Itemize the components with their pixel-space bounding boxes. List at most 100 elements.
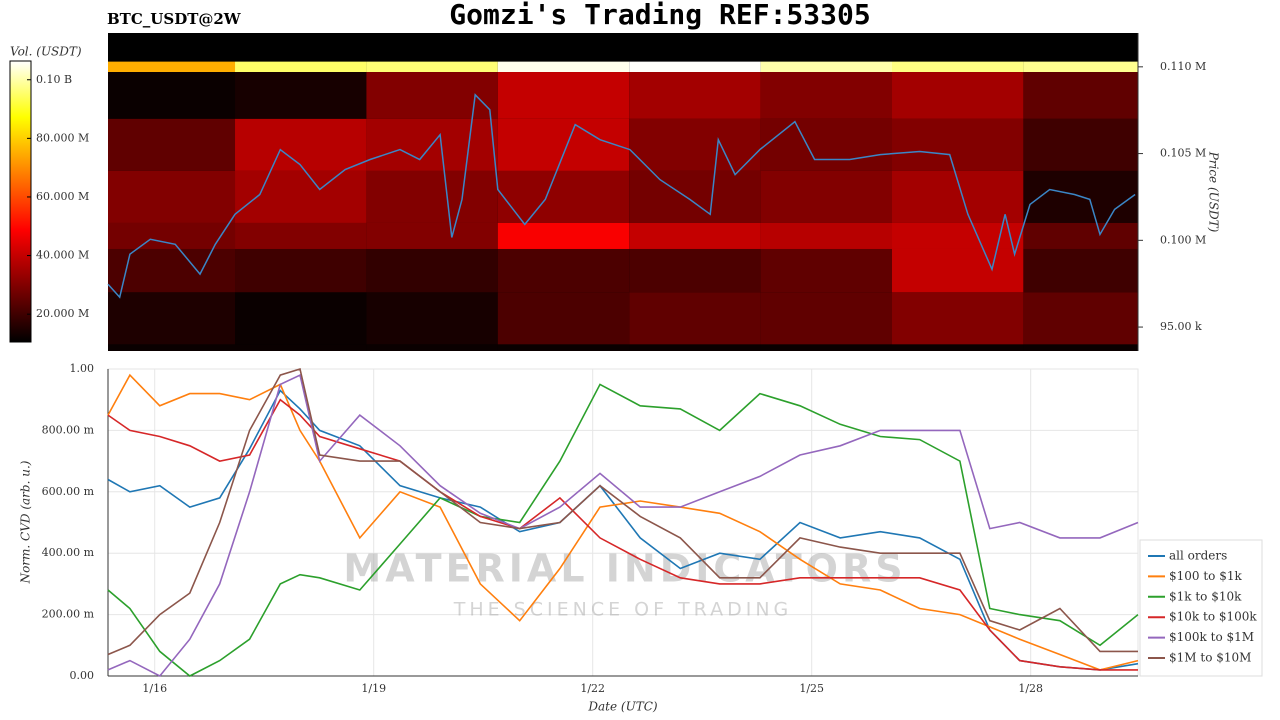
heatmap-cell bbox=[497, 248, 630, 293]
heatmap-cell bbox=[760, 61, 892, 73]
y-tick-label: 400.00 m bbox=[42, 546, 95, 559]
heatmap-cell bbox=[235, 222, 367, 249]
series-line bbox=[107, 373, 1139, 678]
y-tick-label: 0.105 M bbox=[1160, 147, 1206, 160]
colorbar-tick-label: 0.10 B bbox=[36, 73, 72, 86]
heatmap-cell bbox=[760, 222, 892, 249]
x-tick-label: 1/22 bbox=[580, 682, 605, 695]
heatmap-cell bbox=[1023, 222, 1138, 249]
heatmap-cell bbox=[1023, 118, 1138, 171]
heatmap-cell bbox=[891, 344, 1024, 351]
heatmap-cell bbox=[366, 61, 498, 73]
heatmap-cell bbox=[497, 72, 630, 119]
heatmap-cell bbox=[108, 61, 236, 73]
heatmap-cell bbox=[497, 222, 630, 249]
heatmap-cell bbox=[235, 248, 367, 293]
colorbar-tick-label: 80.000 M bbox=[36, 131, 89, 144]
heatmap-cell bbox=[366, 344, 498, 351]
heatmap-cell bbox=[629, 222, 761, 249]
y-tick-label: 0.110 M bbox=[1160, 60, 1206, 73]
x-tick-label: 1/25 bbox=[799, 682, 824, 695]
heatmap-cell bbox=[108, 118, 236, 171]
heatmap-cell bbox=[760, 344, 892, 351]
heatmap-cell bbox=[235, 72, 367, 119]
heatmap-cell bbox=[891, 118, 1024, 171]
legend-label: $10k to $100k bbox=[1169, 610, 1257, 624]
heatmap-cell bbox=[108, 72, 236, 119]
y-tick-label: 95.00 k bbox=[1160, 320, 1202, 333]
colorbar-tick-label: 60.000 M bbox=[36, 190, 89, 203]
y-tick-label: 0.100 M bbox=[1160, 233, 1206, 246]
heatmap-cell bbox=[366, 222, 498, 249]
heatmap-cell bbox=[629, 170, 761, 223]
y-axis-label: Norm. CVD (arb. u.) bbox=[19, 460, 33, 584]
heatmap-cell bbox=[629, 292, 761, 345]
heatmap-cell bbox=[108, 292, 236, 345]
y-tick-label: 600.00 m bbox=[42, 485, 95, 498]
heatmap-cell bbox=[366, 72, 498, 119]
heatmap-cell bbox=[497, 61, 630, 73]
series-line bbox=[107, 373, 1139, 671]
y-tick-label: 200.00 m bbox=[42, 608, 95, 621]
heatmap-cell bbox=[1023, 344, 1138, 351]
heatmap-cell bbox=[1023, 248, 1138, 293]
heatmap-cell bbox=[497, 344, 630, 351]
colorbar-label: Vol. (USDT) bbox=[10, 45, 82, 59]
series-line bbox=[107, 383, 1139, 677]
heatmap-cell bbox=[235, 61, 367, 73]
legend-label: $100 to $1k bbox=[1169, 569, 1242, 583]
heatmap-cell bbox=[1023, 292, 1138, 345]
y-tick-label: 0.00 bbox=[70, 669, 95, 682]
heatmap-cell bbox=[891, 72, 1024, 119]
y-axis-label: Price (USDT) bbox=[1207, 151, 1221, 233]
heatmap-cell bbox=[891, 292, 1024, 345]
colorbar-tick-label: 40.000 M bbox=[36, 249, 89, 262]
heatmap-cell bbox=[760, 292, 892, 345]
legend-box bbox=[1139, 539, 1263, 677]
heatmap-cell bbox=[629, 72, 761, 119]
heatmap-cell bbox=[366, 248, 498, 293]
price-line bbox=[107, 93, 1136, 299]
heatmap-cell bbox=[235, 292, 367, 345]
heatmap-cell bbox=[891, 222, 1024, 249]
heatmap-cell bbox=[366, 170, 498, 223]
heatmap-cell bbox=[629, 344, 761, 351]
legend-label: $100k to $1M bbox=[1169, 630, 1254, 644]
heatmap-cell bbox=[108, 222, 236, 249]
colorbar bbox=[9, 60, 32, 343]
heatmap-cell bbox=[1023, 72, 1138, 119]
heatmap-cell bbox=[108, 248, 236, 293]
legend-label: $1M to $10M bbox=[1169, 651, 1251, 665]
symbol-label: BTC_USDT@2W bbox=[107, 10, 242, 28]
heatmap-cell bbox=[108, 344, 236, 351]
heatmap-cell bbox=[366, 292, 498, 345]
heatmap-cell bbox=[497, 292, 630, 345]
y-tick-label: 800.00 m bbox=[42, 423, 95, 436]
heatmap-cell bbox=[235, 170, 367, 223]
heatmap-cell bbox=[629, 248, 761, 293]
heatmap-cell bbox=[108, 170, 236, 223]
colorbar-tick-label: 20.000 M bbox=[36, 307, 89, 320]
legend-label: $1k to $10k bbox=[1169, 589, 1242, 603]
x-axis-label: Date (UTC) bbox=[587, 700, 657, 714]
y-tick-label: 1.00 bbox=[70, 362, 95, 375]
series-line bbox=[107, 398, 1138, 671]
plot-background bbox=[107, 368, 1139, 677]
heatmap-cell bbox=[760, 170, 892, 223]
heatmap-cell bbox=[891, 61, 1024, 73]
x-tick-label: 1/16 bbox=[142, 682, 167, 695]
heatmap-cell bbox=[629, 118, 761, 171]
series-line bbox=[107, 367, 1138, 656]
watermark: MATERIAL INDICATORS bbox=[343, 547, 906, 591]
heatmap-cell bbox=[760, 72, 892, 119]
heatmap-cell bbox=[235, 344, 367, 351]
heatmap-cell bbox=[497, 170, 630, 223]
heatmap-cell bbox=[760, 248, 892, 293]
heatmap-cell bbox=[1023, 61, 1138, 73]
page-title: Gomzi's Trading REF:53305 bbox=[449, 0, 870, 31]
legend-label: all orders bbox=[1169, 549, 1227, 563]
x-tick-label: 1/19 bbox=[361, 682, 386, 695]
heatmap-cell bbox=[760, 118, 892, 171]
x-tick-label: 1/28 bbox=[1018, 682, 1043, 695]
